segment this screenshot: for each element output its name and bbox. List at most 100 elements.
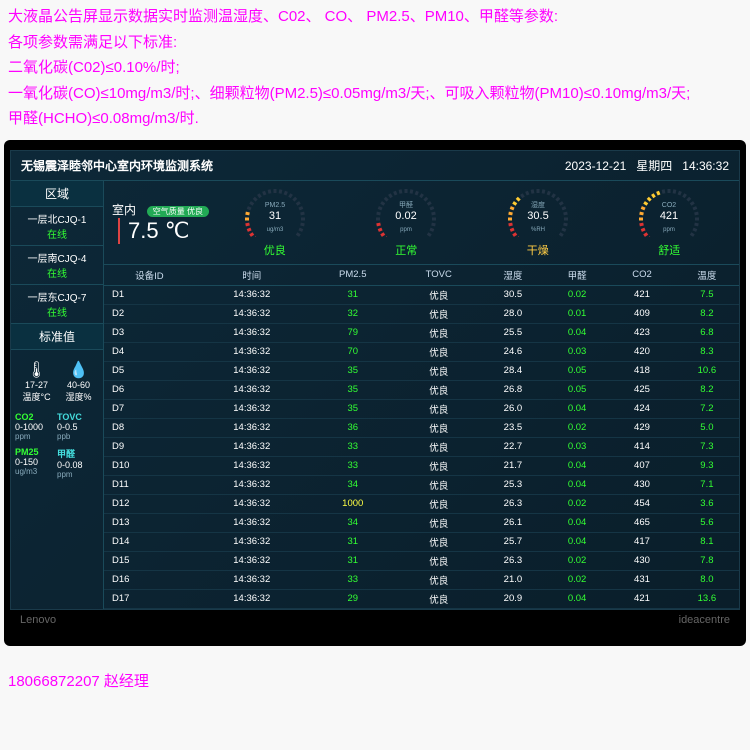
table-cell: 7.3 [675,437,739,456]
table-cell: 24.6 [481,342,545,361]
table-cell: 0.01 [545,304,609,323]
table-cell: 0.04 [545,456,609,475]
table-cell: D8 [104,418,195,437]
svg-text:421: 421 [660,210,678,222]
table-cell: 8.2 [675,304,739,323]
table-row: D214:36:3232优良28.00.014098.2 [104,304,739,323]
table-cell: 28.0 [481,304,545,323]
table-cell: 430 [609,475,675,494]
table-row: D1014:36:3233优良21.70.044079.3 [104,456,739,475]
svg-text:31: 31 [269,210,281,222]
table-cell: 14:36:32 [195,323,309,342]
table-cell: 优良 [397,532,481,551]
table-row: D1514:36:3231优良26.30.024307.8 [104,551,739,570]
table-cell: 14:36:32 [195,513,309,532]
table-cell: 10.6 [675,361,739,380]
table-cell: 414 [609,437,675,456]
table-cell: 优良 [397,304,481,323]
table-cell: 优良 [397,418,481,437]
table-row: D114:36:3231优良30.50.024217.5 [104,285,739,304]
table-row: D1414:36:3231优良25.70.044178.1 [104,532,739,551]
table-cell: 优良 [397,551,481,570]
table-cell: 26.0 [481,399,545,418]
table-cell: 454 [609,494,675,513]
table-row: D814:36:3236优良23.50.024295.0 [104,418,739,437]
table-cell: 14:36:32 [195,551,309,570]
table-cell: 优良 [397,456,481,475]
svg-text:ppm: ppm [663,227,675,233]
table-cell: 14:36:32 [195,399,309,418]
table-cell: 优良 [397,570,481,589]
table-header: PM2.5 [309,265,397,286]
table-cell: 优良 [397,589,481,608]
table-cell: 0.04 [545,323,609,342]
table-row: D1714:36:3229优良20.90.0442113.6 [104,589,739,608]
sidebar: 区域 一层北CJQ-1在线一层南CJQ-4在线一层东CJQ-7在线 标准值 🌡 … [11,181,104,609]
table-cell: D1 [104,285,195,304]
table-cell: 优良 [397,399,481,418]
table-cell: 31 [309,551,397,570]
table-cell: 465 [609,513,675,532]
svg-text:ug/m3: ug/m3 [266,227,283,233]
table-header: TOVC [397,265,481,286]
table-cell: 0.04 [545,532,609,551]
table-cell: 优良 [397,323,481,342]
table-cell: 0.03 [545,342,609,361]
table-cell: 22.7 [481,437,545,456]
table-cell: 30.5 [481,285,545,304]
table-cell: 14:36:32 [195,380,309,399]
table-cell: D3 [104,323,195,342]
table-header: 湿度 [481,265,545,286]
table-cell: 79 [309,323,397,342]
svg-text:ppm: ppm [400,227,412,233]
table-header: 温度 [675,265,739,286]
table-cell: 418 [609,361,675,380]
table-cell: 13.6 [675,589,739,608]
table-cell: 14:36:32 [195,589,309,608]
table-cell: 33 [309,437,397,456]
table-cell: 8.0 [675,570,739,589]
table-header: 甲醛 [545,265,609,286]
table-cell: 25.5 [481,323,545,342]
table-header: CO2 [609,265,675,286]
gauge-甲醛: 甲醛 0.02 ppm 正常 [341,187,473,258]
table-cell: 14:36:32 [195,437,309,456]
svg-text:湿度: 湿度 [531,200,545,209]
table-cell: 431 [609,570,675,589]
table-cell: 1000 [309,494,397,513]
table-cell: 优良 [397,475,481,494]
monitor-brand: Lenovoideacentre [10,610,740,626]
zone-item[interactable]: 一层南CJQ-4在线 [11,246,103,285]
table-cell: D2 [104,304,195,323]
table-cell: 33 [309,570,397,589]
table-cell: 26.3 [481,494,545,513]
table-header: 设备ID [104,265,195,286]
table-cell: 424 [609,399,675,418]
svg-text:甲醛: 甲醛 [399,200,413,209]
standards-title: 标准值 [11,324,103,350]
header-datetime: 2023-12-21星期四14:36:32 [555,157,729,174]
table-cell: 0.02 [545,285,609,304]
table-row: D614:36:3235优良26.80.054258.2 [104,380,739,399]
table-row: D414:36:3270优良24.60.034208.3 [104,342,739,361]
table-cell: 417 [609,532,675,551]
zone-item[interactable]: 一层东CJQ-7在线 [11,285,103,324]
data-table: 设备ID时间PM2.5TOVC湿度甲醛CO2温度 D114:36:3231优良3… [104,265,739,609]
table-cell: 26.3 [481,551,545,570]
humidity-icon: 💧 40-60 湿度% [66,360,92,403]
table-cell: D5 [104,361,195,380]
zone-item[interactable]: 一层北CJQ-1在线 [11,207,103,246]
table-cell: 14:36:32 [195,494,309,513]
svg-text:%RH: %RH [531,227,545,233]
table-cell: 优良 [397,380,481,399]
main-content: 室内 空气质量 优良 7.5 ℃ PM2.5 31 ug/m3 优良 甲醛 0.… [104,181,739,609]
table-row: D714:36:3235优良26.00.044247.2 [104,399,739,418]
table-header: 时间 [195,265,309,286]
table-cell: 14:36:32 [195,304,309,323]
table-cell: 0.04 [545,399,609,418]
table-cell: 35 [309,399,397,418]
header-bar: 无锡震泽睦邻中心室内环境监测系统 2023-12-21星期四14:36:32 [11,151,739,181]
table-cell: 23.5 [481,418,545,437]
table-cell: 35 [309,380,397,399]
table-row: D314:36:3279优良25.50.044236.8 [104,323,739,342]
